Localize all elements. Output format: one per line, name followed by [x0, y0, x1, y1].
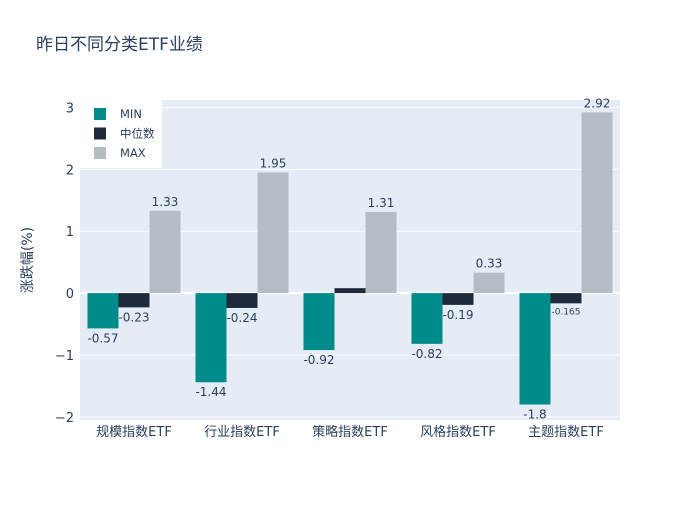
y-tick-label: 1: [66, 225, 74, 240]
legend-swatch: [94, 147, 106, 159]
bar-0-3: [411, 293, 443, 344]
y-tick-label: −1: [55, 349, 74, 364]
bar-1-3: [442, 293, 474, 305]
data-labels: -0.57-0.23 1.33 -1.44 -0.24 1.95 -0.92 1.31 -0.…: [87, 96, 610, 421]
data-label: 1.33: [152, 195, 179, 209]
x-tick-label: 行业指数ETF: [204, 425, 280, 440]
data-label: -1.8: [523, 408, 546, 422]
x-tick-label: 风格指数ETF: [420, 424, 496, 440]
data-label: -0.19: [442, 308, 473, 322]
bars-group: [87, 112, 613, 405]
data-label: -0.92: [303, 353, 334, 367]
data-label: -0.23: [118, 310, 149, 324]
legend-background: [80, 100, 162, 168]
bar-0-0: [87, 293, 119, 329]
y-tick-label: 3: [66, 101, 74, 116]
y-tick-label: −2: [55, 411, 74, 426]
x-axis-ticks: 规模指数ETF 行业指数ETF 策略指数ETF 风格指数ETF 主题指数ETF: [96, 424, 604, 440]
y-axis-label: 涨跌幅(%): [20, 227, 36, 293]
data-label: -1.44: [195, 385, 226, 399]
data-label: -0.165: [551, 307, 580, 317]
legend-swatch: [94, 127, 106, 140]
data-label: 2.92: [584, 96, 611, 110]
legend-swatch: [94, 108, 106, 120]
legend: MIN 中位数 MAX: [80, 100, 162, 168]
bar-2-4: [581, 112, 613, 294]
legend-label: MIN: [120, 107, 142, 121]
legend-label: MAX: [120, 146, 146, 160]
bar-0-1: [195, 293, 227, 383]
data-label: -0.57: [87, 331, 118, 345]
y-axis-ticks: −2 −1 0 1 2 3: [55, 101, 74, 425]
bar-2-1: [257, 172, 289, 294]
bar-2-3: [473, 272, 505, 294]
data-label: 1.95: [260, 156, 287, 170]
bar-0-4: [519, 293, 551, 405]
bar-1-4: [550, 293, 582, 304]
x-tick-label: 主题指数ETF: [528, 425, 604, 440]
bar-0-2: [303, 293, 335, 351]
data-label: -0.82: [411, 347, 442, 361]
bar-2-2: [365, 212, 397, 294]
y-tick-label: 2: [66, 163, 74, 178]
bar-1-2: [334, 288, 366, 294]
bar-1-1: [226, 293, 258, 308]
legend-label: 中位数: [120, 127, 155, 141]
chart-title: 昨日不同分类ETF业绩: [36, 35, 203, 55]
bar-1-0: [118, 293, 150, 308]
data-label: 0.33: [476, 257, 503, 271]
bar-2-0: [149, 210, 181, 294]
x-tick-label: 规模指数ETF: [96, 425, 172, 440]
data-label: 1.31: [368, 196, 395, 210]
data-label: -0.24: [226, 311, 257, 325]
x-tick-label: 策略指数ETF: [312, 424, 388, 440]
y-tick-label: 0: [66, 287, 74, 302]
